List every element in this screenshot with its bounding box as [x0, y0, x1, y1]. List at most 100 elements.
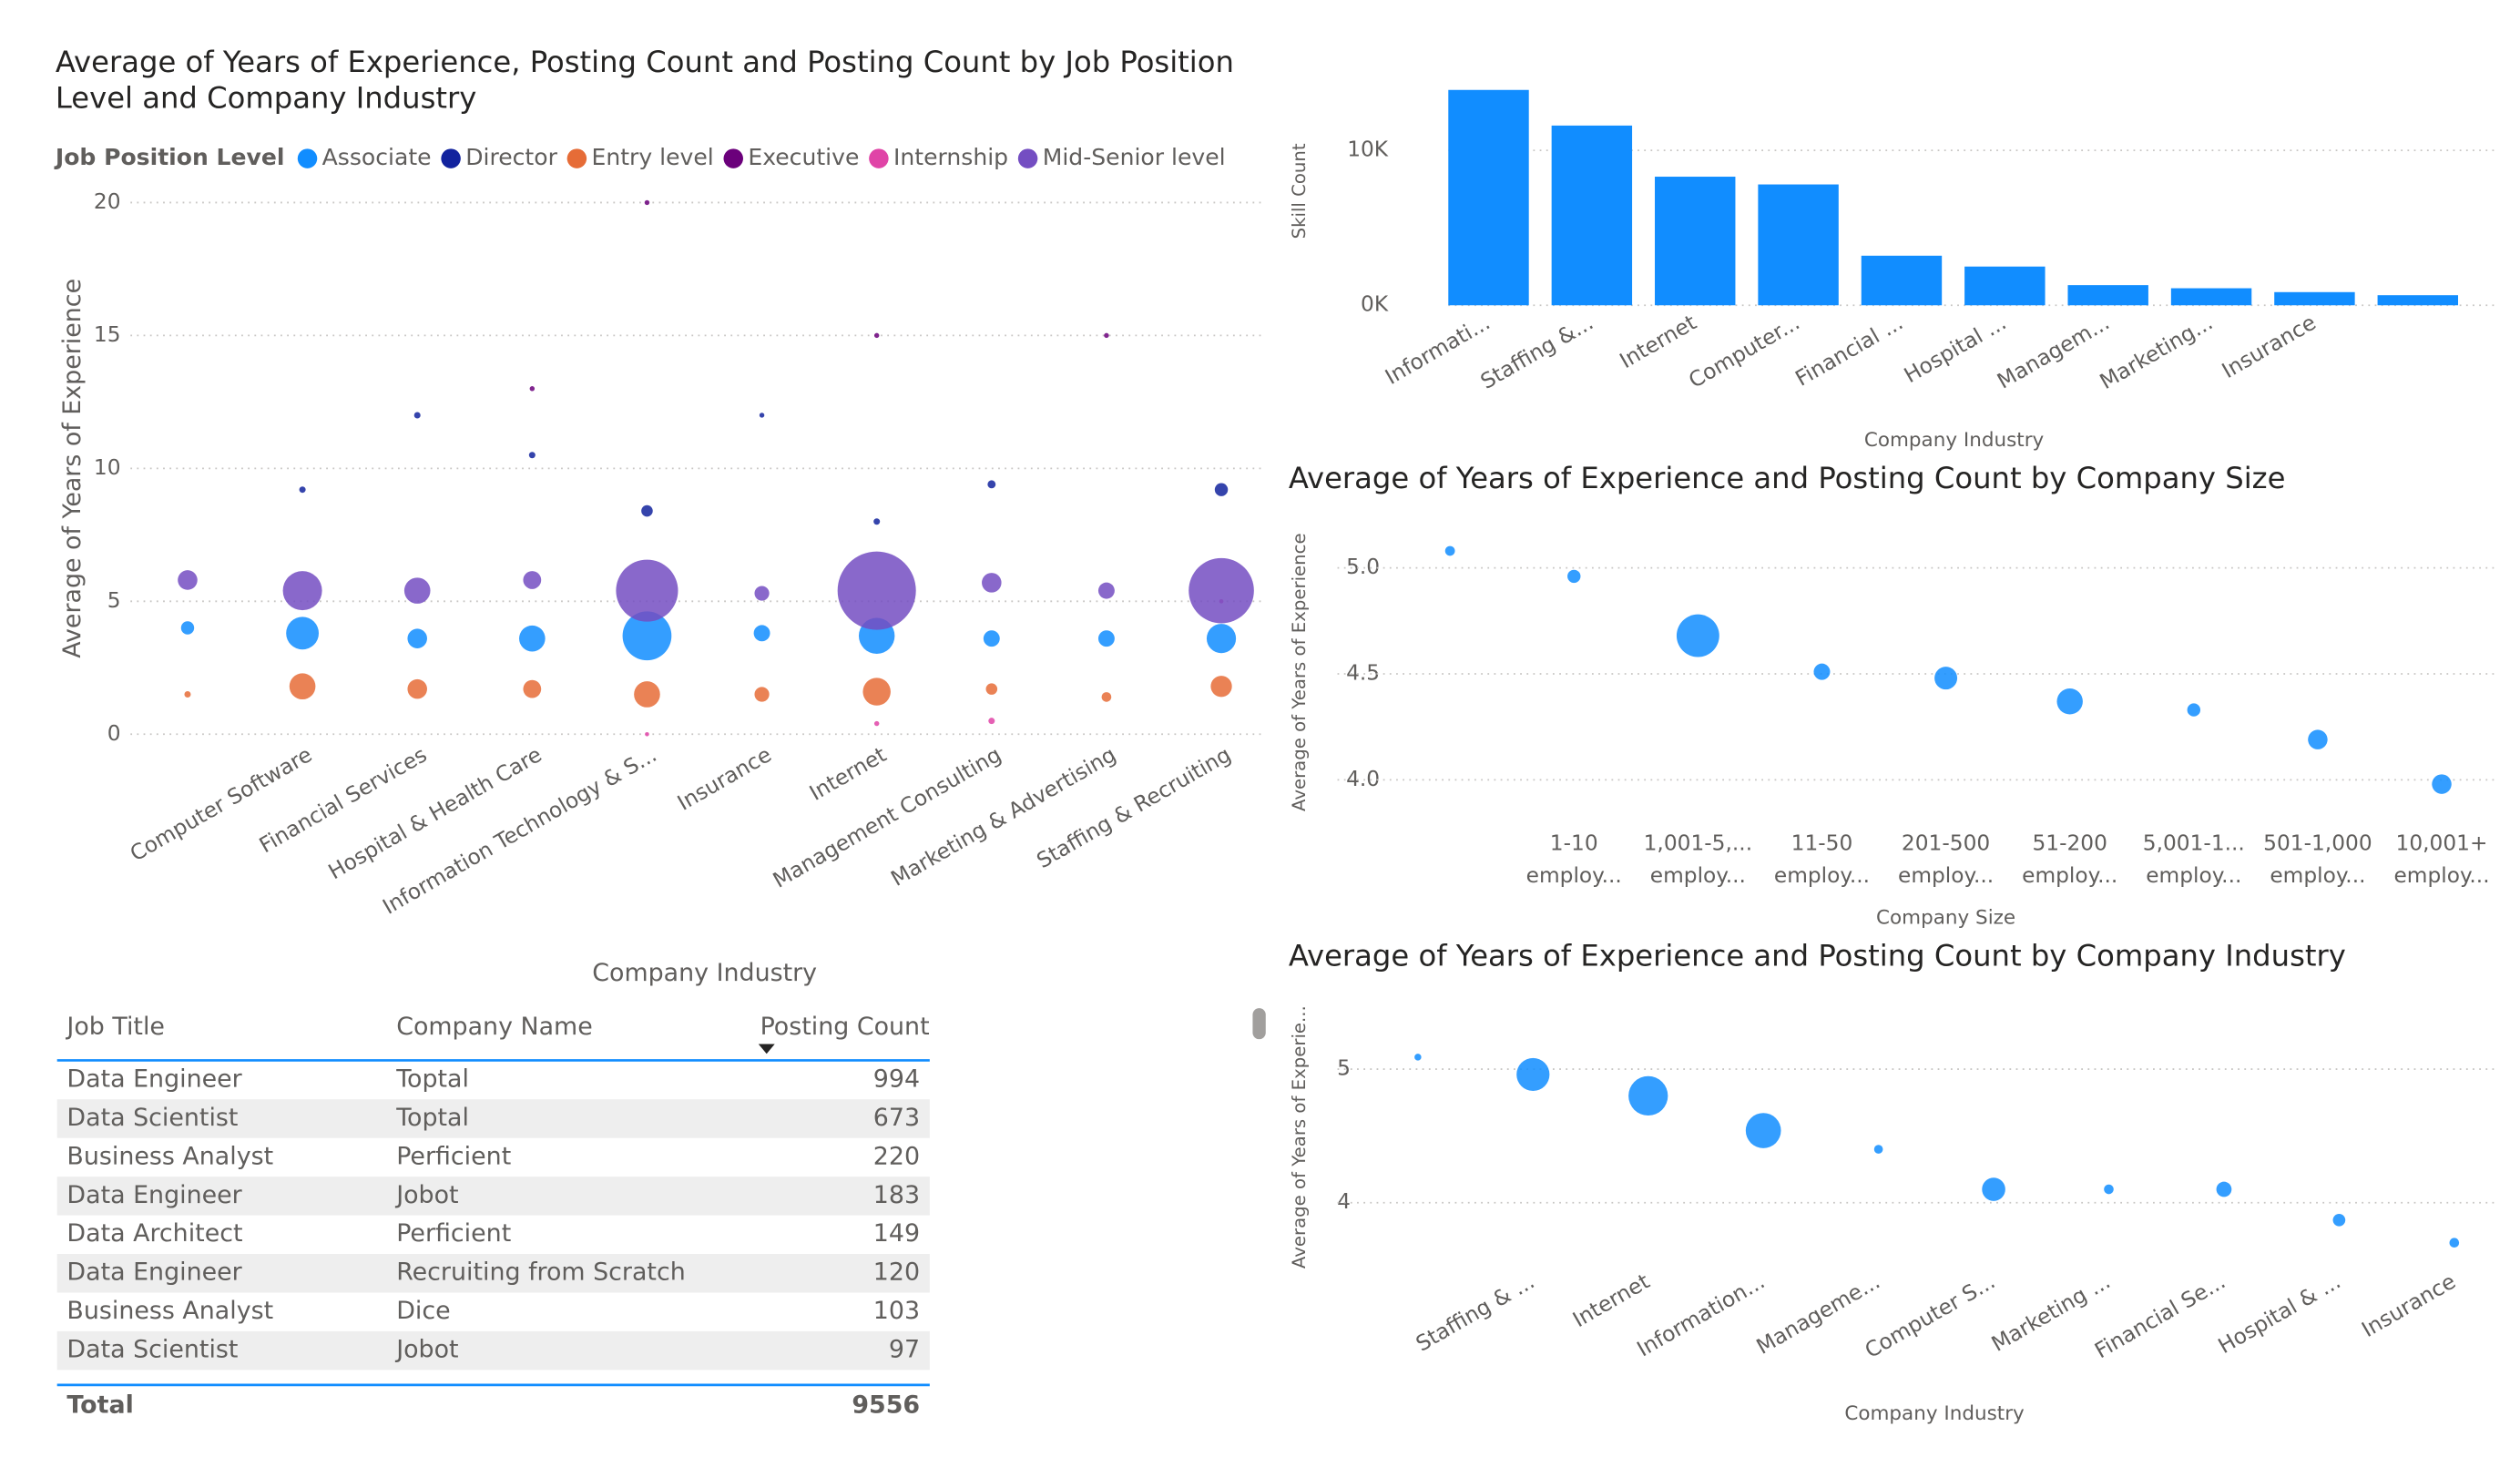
- bubble: [1210, 676, 1232, 698]
- table-cell: 120: [873, 1258, 920, 1287]
- y-tick-label: 4: [1337, 1189, 1351, 1214]
- bubble: [754, 586, 770, 601]
- table-cell: Data Scientist: [66, 1336, 238, 1364]
- table-cell: 994: [873, 1065, 920, 1093]
- bubble: [1414, 1054, 1422, 1061]
- x-tick-label: Marketing...: [2096, 311, 2217, 394]
- bubble: [2332, 1213, 2346, 1227]
- x-tick-label: 5,001-1... employ...: [2142, 831, 2245, 890]
- bubble: [2432, 774, 2452, 794]
- bubble: [2308, 729, 2328, 749]
- x-tick-label: Financial Se...: [2091, 1269, 2230, 1364]
- row-band: [56, 1099, 930, 1138]
- bubble: [1567, 569, 1581, 584]
- bubble: [837, 551, 916, 630]
- bubble: [1189, 557, 1254, 624]
- y-axis-title: Average of Years of Experie...: [1289, 1005, 1310, 1269]
- bubble: [1516, 1057, 1550, 1092]
- chart-title-box: Average of Years of Experience, Posting …: [55, 46, 1234, 117]
- bubble: [987, 480, 996, 489]
- table-cell: 97: [889, 1336, 920, 1364]
- legend-marker: [869, 148, 889, 168]
- bubble: [407, 678, 427, 699]
- bar: [2377, 295, 2459, 306]
- legend-marker: [566, 148, 587, 168]
- x-tick-label-box: 1,001-5,... employ...: [1643, 831, 1753, 890]
- x-tick-label-box: 201-500 employ...: [1898, 831, 1995, 890]
- bubble: [983, 630, 1000, 647]
- x-tick-label: Hospital & ...: [2214, 1269, 2344, 1359]
- table-cell: Toptal: [395, 1065, 469, 1093]
- bubble: [529, 386, 536, 392]
- bubble: [180, 621, 195, 635]
- bubble: [873, 720, 880, 727]
- x-axis-title: Company Size: [1876, 907, 2015, 930]
- legend-label: Internship: [893, 144, 1008, 170]
- table-cell: 149: [873, 1219, 920, 1248]
- bubble: [184, 690, 191, 698]
- scrollbar[interactable]: [1252, 1008, 1266, 1040]
- bubble: [299, 486, 306, 494]
- x-tick-label: Insurance: [2358, 1269, 2460, 1342]
- table-cell: Perficient: [396, 1219, 511, 1248]
- x-tick-label: Managem...: [1994, 311, 2114, 394]
- table-cell: Data Engineer: [66, 1181, 242, 1209]
- y-tick-label: 4.5: [1346, 661, 1380, 686]
- row-band: [56, 1254, 930, 1293]
- bar: [1448, 89, 1529, 306]
- table-cell: Data Architect: [66, 1219, 242, 1248]
- table-cell: 103: [873, 1297, 920, 1325]
- bubble: [413, 412, 421, 419]
- bubble: [634, 681, 660, 708]
- bubble: [2056, 688, 2083, 715]
- x-tick-label: 201-500 employ...: [1898, 831, 1995, 890]
- legend-marker: [723, 148, 743, 168]
- x-tick-label-box: 5,001-1... employ...: [2142, 831, 2245, 890]
- chart-title-box: Average of Years of Experience and Posti…: [1289, 940, 2346, 974]
- x-tick-label: Hospital ...: [1900, 311, 2010, 389]
- table-cell: 673: [873, 1104, 920, 1132]
- legend-marker: [297, 148, 318, 168]
- y-axis-title: Skill Count: [1289, 143, 1310, 239]
- chart-title: Average of Years of Experience and Posti…: [1288, 462, 2286, 496]
- bubble: [403, 577, 431, 604]
- x-axis-title: Company Industry: [592, 959, 817, 987]
- x-axis-title: Company Industry: [1844, 1402, 2025, 1425]
- x-tick-label: 1,001-5,... employ...: [1643, 831, 1753, 890]
- bar: [2274, 291, 2355, 306]
- bubble: [523, 571, 542, 589]
- x-tick-label: Staffing &...: [1476, 311, 1597, 394]
- y-tick-label: 15: [94, 322, 121, 347]
- bubble: [289, 673, 316, 700]
- x-tick-label: Financial ...: [1791, 311, 1907, 392]
- table-cell: Data Engineer: [66, 1258, 242, 1287]
- table-cell: Business Analyst: [66, 1142, 273, 1170]
- y-axis-title: Average of Years of Experience: [1289, 533, 1310, 811]
- sort-arrow: [758, 1044, 775, 1055]
- bubble: [528, 452, 536, 459]
- bubble: [988, 718, 995, 725]
- chart-title: Average of Years of Experience, Posting …: [55, 46, 1234, 117]
- bubble: [622, 611, 672, 661]
- x-tick-label: Staffing & ...: [1412, 1269, 1538, 1357]
- row-band: [56, 1177, 930, 1216]
- y-tick-label: 10K: [1347, 138, 1389, 162]
- bubble: [2104, 1184, 2114, 1195]
- bubble: [1934, 667, 1958, 690]
- x-tick-label: 10,001+ employ...: [2393, 831, 2490, 890]
- legend-label: Mid-Senior level: [1043, 144, 1226, 170]
- x-tick-label-box: 10,001+ employ...: [2393, 831, 2490, 890]
- bubble: [523, 679, 542, 698]
- x-tick-label: 51-200 employ...: [2022, 831, 2118, 890]
- bar: [1964, 266, 2046, 306]
- x-tick-label: 11-50 employ...: [1773, 831, 1871, 890]
- bubble: [862, 678, 891, 706]
- bar: [2170, 288, 2252, 306]
- x-tick-label: Insurance: [673, 742, 775, 815]
- table-header: Posting Count: [760, 1013, 930, 1041]
- bubble: [873, 332, 880, 339]
- table-cell: Jobot: [394, 1181, 458, 1209]
- x-tick-label: Insurance: [2218, 311, 2320, 383]
- y-axis-title: Average of Years of Experience: [58, 279, 87, 658]
- table-cell: Business Analyst: [66, 1297, 273, 1325]
